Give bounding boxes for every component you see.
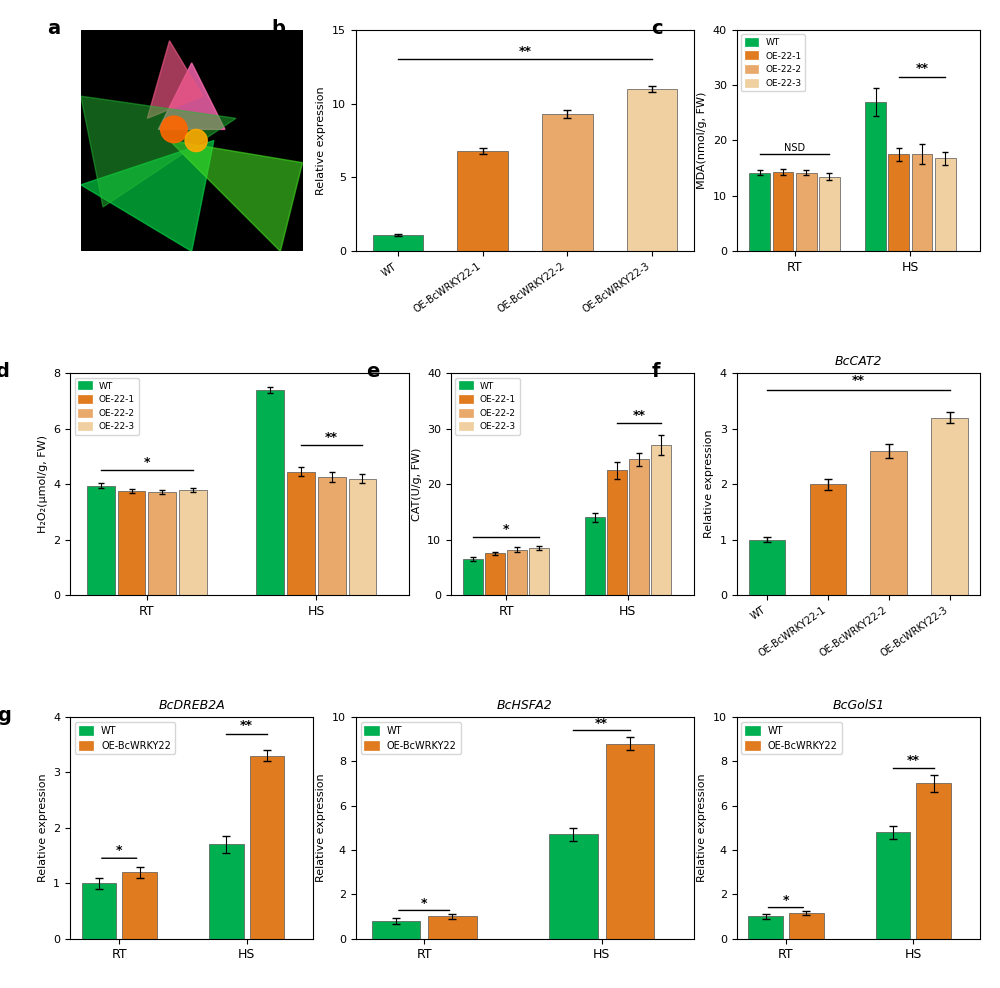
- Text: **: **: [595, 716, 608, 730]
- Bar: [796, 173, 817, 251]
- Title: BcGolS1: BcGolS1: [832, 699, 884, 711]
- Bar: [912, 154, 932, 251]
- Bar: [463, 559, 483, 595]
- Bar: [629, 459, 649, 595]
- Text: **: **: [632, 409, 645, 422]
- Text: *: *: [144, 455, 150, 469]
- Bar: [819, 177, 840, 251]
- Text: g: g: [0, 705, 11, 725]
- Polygon shape: [81, 96, 236, 207]
- Polygon shape: [170, 140, 303, 251]
- Bar: [542, 114, 593, 251]
- Bar: [250, 756, 284, 939]
- Legend: WT, OE-22-1, OE-22-2, OE-22-3: WT, OE-22-1, OE-22-2, OE-22-3: [455, 377, 520, 435]
- Bar: [876, 832, 910, 939]
- Text: b: b: [271, 19, 285, 38]
- Bar: [373, 235, 423, 251]
- Bar: [651, 446, 671, 595]
- Text: *: *: [783, 894, 789, 907]
- Bar: [627, 89, 677, 251]
- Bar: [865, 102, 886, 251]
- Bar: [82, 883, 116, 939]
- Bar: [749, 173, 770, 251]
- Legend: WT, OE-BcWRKY22: WT, OE-BcWRKY22: [741, 722, 842, 755]
- Bar: [209, 845, 244, 939]
- Polygon shape: [147, 41, 203, 119]
- Bar: [507, 549, 527, 595]
- Bar: [549, 835, 598, 939]
- Y-axis label: Relative expression: Relative expression: [704, 430, 714, 538]
- Text: *: *: [421, 897, 427, 910]
- Bar: [935, 158, 956, 251]
- Text: a: a: [48, 19, 61, 38]
- Title: BcCAT2: BcCAT2: [835, 355, 882, 368]
- Y-axis label: Relative expression: Relative expression: [697, 774, 707, 882]
- Polygon shape: [81, 140, 214, 251]
- Bar: [888, 154, 909, 251]
- Bar: [148, 492, 176, 595]
- Title: BcDREB2A: BcDREB2A: [158, 699, 225, 711]
- Polygon shape: [158, 63, 225, 129]
- Text: **: **: [325, 431, 338, 444]
- Bar: [372, 921, 420, 939]
- Circle shape: [185, 129, 207, 151]
- Bar: [773, 172, 793, 251]
- Text: NSD: NSD: [784, 142, 805, 153]
- Text: **: **: [907, 755, 920, 768]
- Bar: [916, 783, 951, 939]
- Bar: [607, 470, 627, 595]
- Legend: WT, OE-22-1, OE-22-2, OE-22-3: WT, OE-22-1, OE-22-2, OE-22-3: [741, 35, 805, 92]
- Bar: [318, 477, 346, 595]
- Text: *: *: [503, 523, 509, 535]
- Bar: [118, 491, 145, 595]
- Text: **: **: [519, 44, 532, 57]
- Circle shape: [161, 117, 187, 142]
- Text: d: d: [0, 363, 9, 381]
- Text: **: **: [240, 719, 253, 732]
- Bar: [606, 744, 654, 939]
- Bar: [256, 390, 284, 595]
- Legend: WT, OE-BcWRKY22: WT, OE-BcWRKY22: [75, 722, 175, 755]
- Y-axis label: Relative expression: Relative expression: [316, 774, 326, 882]
- Y-axis label: Relative expression: Relative expression: [38, 774, 48, 882]
- Text: **: **: [916, 62, 929, 75]
- Bar: [810, 484, 846, 595]
- Bar: [485, 553, 505, 595]
- Bar: [529, 548, 549, 595]
- Bar: [287, 471, 315, 595]
- Bar: [870, 451, 907, 595]
- Bar: [931, 418, 968, 595]
- Y-axis label: MDA(nmol/g, FW): MDA(nmol/g, FW): [697, 92, 707, 189]
- Bar: [179, 490, 207, 595]
- Legend: WT, OE-22-1, OE-22-2, OE-22-3: WT, OE-22-1, OE-22-2, OE-22-3: [75, 377, 139, 435]
- Bar: [87, 485, 115, 595]
- Y-axis label: Relative expression: Relative expression: [316, 86, 326, 195]
- Bar: [122, 872, 157, 939]
- Bar: [749, 539, 785, 595]
- Bar: [789, 913, 824, 939]
- Title: BcHSFA2: BcHSFA2: [497, 699, 553, 711]
- Text: *: *: [116, 844, 123, 858]
- Bar: [585, 518, 605, 595]
- Y-axis label: CAT(U/g, FW): CAT(U/g, FW): [412, 448, 422, 521]
- Text: **: **: [852, 374, 865, 387]
- Bar: [349, 478, 376, 595]
- Text: f: f: [651, 363, 660, 381]
- Bar: [748, 917, 783, 939]
- Text: e: e: [366, 363, 379, 381]
- Text: c: c: [651, 19, 663, 38]
- Legend: WT, OE-BcWRKY22: WT, OE-BcWRKY22: [361, 722, 461, 755]
- Bar: [457, 151, 508, 251]
- Y-axis label: H₂O₂(μmol/g, FW): H₂O₂(μmol/g, FW): [38, 435, 48, 534]
- Bar: [428, 917, 477, 939]
